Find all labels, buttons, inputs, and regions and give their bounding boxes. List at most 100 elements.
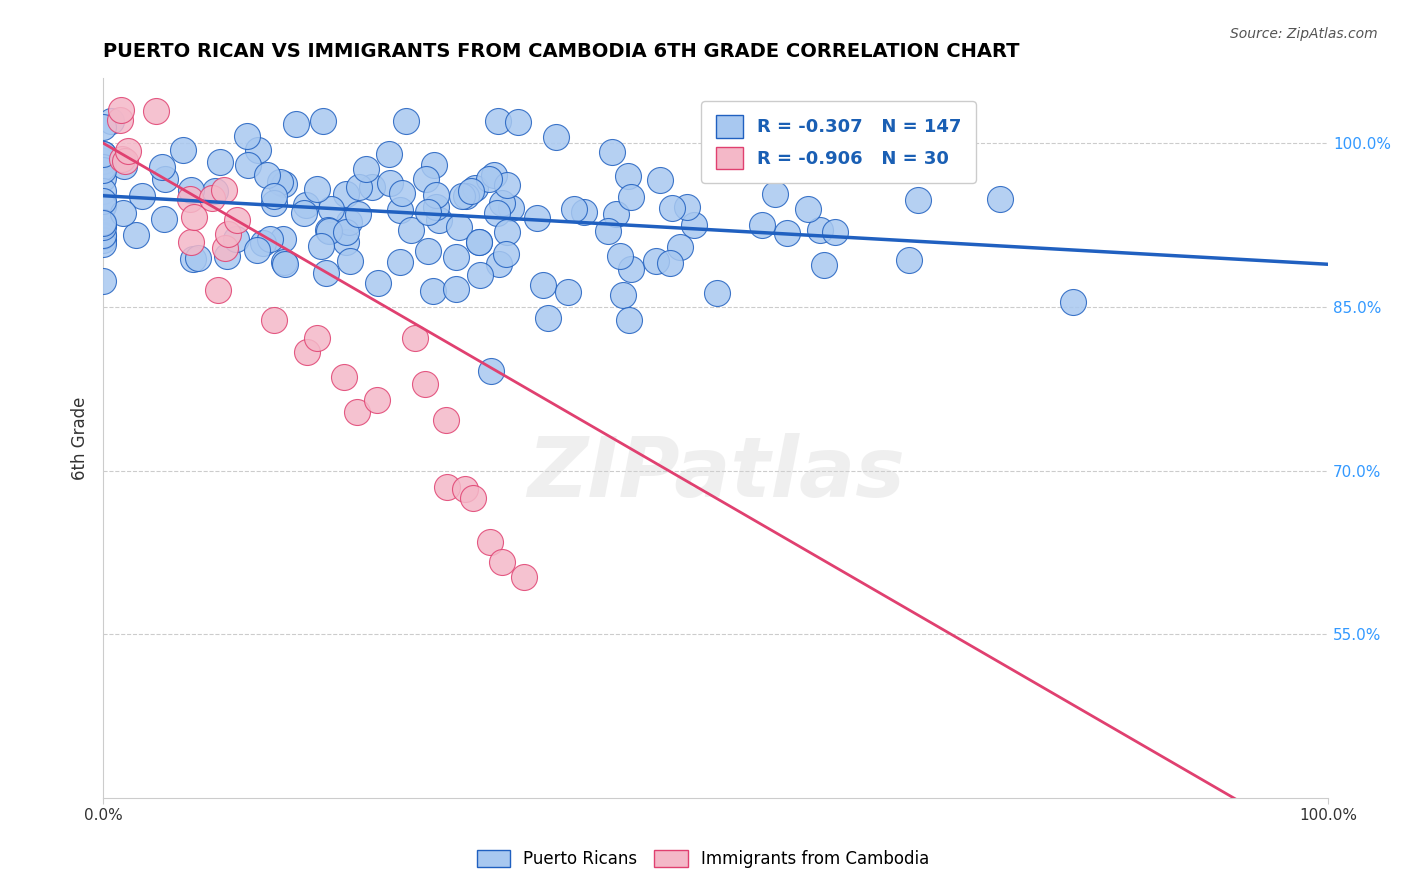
- Point: [316, 223, 339, 237]
- Point: [793, 145, 815, 159]
- Point: [404, 331, 426, 345]
- Legend: R = -0.307   N = 147, R = -0.906   N = 30: R = -0.307 N = 147, R = -0.906 N = 30: [702, 101, 976, 183]
- Point: [201, 190, 224, 204]
- Point: [150, 160, 173, 174]
- Point: [609, 249, 631, 263]
- Point: [907, 193, 929, 207]
- Point: [215, 249, 238, 263]
- Point: [683, 219, 706, 233]
- Point: [91, 148, 114, 162]
- Point: [349, 180, 371, 194]
- Point: [446, 281, 468, 295]
- Point: [482, 168, 505, 182]
- Point: [378, 146, 401, 161]
- Point: [395, 114, 418, 128]
- Point: [114, 154, 136, 169]
- Point: [273, 254, 295, 268]
- Point: [463, 491, 485, 506]
- Point: [650, 173, 672, 187]
- Point: [91, 194, 114, 208]
- Point: [485, 206, 508, 220]
- Point: [815, 161, 838, 175]
- Point: [294, 198, 316, 212]
- Point: [617, 169, 640, 183]
- Point: [309, 238, 332, 252]
- Point: [252, 235, 274, 250]
- Point: [91, 274, 114, 288]
- Point: [91, 216, 114, 230]
- Point: [207, 283, 229, 297]
- Point: [531, 278, 554, 293]
- Point: [661, 201, 683, 215]
- Point: [423, 158, 446, 172]
- Point: [91, 237, 114, 252]
- Point: [499, 201, 522, 215]
- Point: [468, 235, 491, 249]
- Point: [620, 262, 643, 277]
- Point: [537, 311, 560, 326]
- Point: [620, 190, 643, 204]
- Point: [263, 312, 285, 326]
- Point: [91, 147, 114, 161]
- Point: [468, 268, 491, 282]
- Point: [145, 103, 167, 118]
- Point: [468, 235, 491, 249]
- Point: [444, 250, 467, 264]
- Point: [427, 213, 450, 227]
- Point: [110, 153, 132, 167]
- Point: [335, 225, 357, 239]
- Point: [311, 114, 333, 128]
- Point: [153, 211, 176, 226]
- Point: [172, 143, 194, 157]
- Point: [112, 206, 135, 220]
- Point: [488, 257, 510, 271]
- Point: [676, 200, 699, 214]
- Point: [246, 143, 269, 157]
- Point: [91, 147, 114, 161]
- Point: [91, 171, 114, 186]
- Point: [796, 202, 818, 216]
- Point: [659, 256, 682, 270]
- Point: [897, 252, 920, 267]
- Point: [617, 313, 640, 327]
- Point: [557, 285, 579, 299]
- Point: [319, 202, 342, 216]
- Point: [335, 186, 357, 201]
- Point: [495, 247, 517, 261]
- Point: [449, 220, 471, 235]
- Point: [91, 218, 114, 232]
- Point: [645, 254, 668, 268]
- Point: [479, 535, 502, 549]
- Point: [100, 114, 122, 128]
- Point: [91, 228, 114, 243]
- Point: [388, 202, 411, 217]
- Point: [91, 184, 114, 198]
- Point: [236, 128, 259, 143]
- Point: [305, 182, 328, 196]
- Point: [131, 189, 153, 203]
- Point: [425, 201, 447, 215]
- Text: ZIPatlas: ZIPatlas: [527, 434, 904, 515]
- Point: [236, 158, 259, 172]
- Point: [110, 103, 132, 117]
- Point: [91, 215, 114, 229]
- Point: [1062, 294, 1084, 309]
- Point: [315, 266, 337, 280]
- Text: PUERTO RICAN VS IMMIGRANTS FROM CAMBODIA 6TH GRADE CORRELATION CHART: PUERTO RICAN VS IMMIGRANTS FROM CAMBODIA…: [103, 42, 1019, 61]
- Point: [246, 243, 269, 257]
- Point: [91, 163, 114, 178]
- Point: [153, 171, 176, 186]
- Point: [513, 569, 536, 583]
- Point: [225, 232, 247, 246]
- Point: [572, 205, 595, 219]
- Point: [464, 181, 486, 195]
- Point: [295, 345, 318, 359]
- Point: [179, 192, 201, 206]
- Point: [600, 145, 623, 159]
- Point: [598, 224, 620, 238]
- Point: [204, 185, 226, 199]
- Point: [91, 120, 114, 134]
- Point: [307, 331, 329, 345]
- Point: [318, 224, 340, 238]
- Point: [117, 145, 139, 159]
